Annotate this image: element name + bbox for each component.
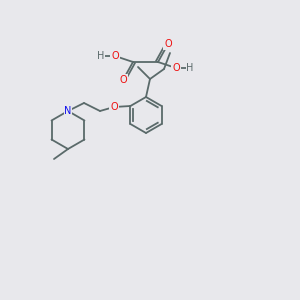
Text: O: O [110,102,118,112]
Text: O: O [172,63,180,73]
Text: O: O [164,39,172,49]
Text: H: H [97,51,105,61]
Text: O: O [111,51,119,61]
Text: O: O [119,75,127,85]
Text: H: H [186,63,194,73]
Text: N: N [64,106,72,116]
